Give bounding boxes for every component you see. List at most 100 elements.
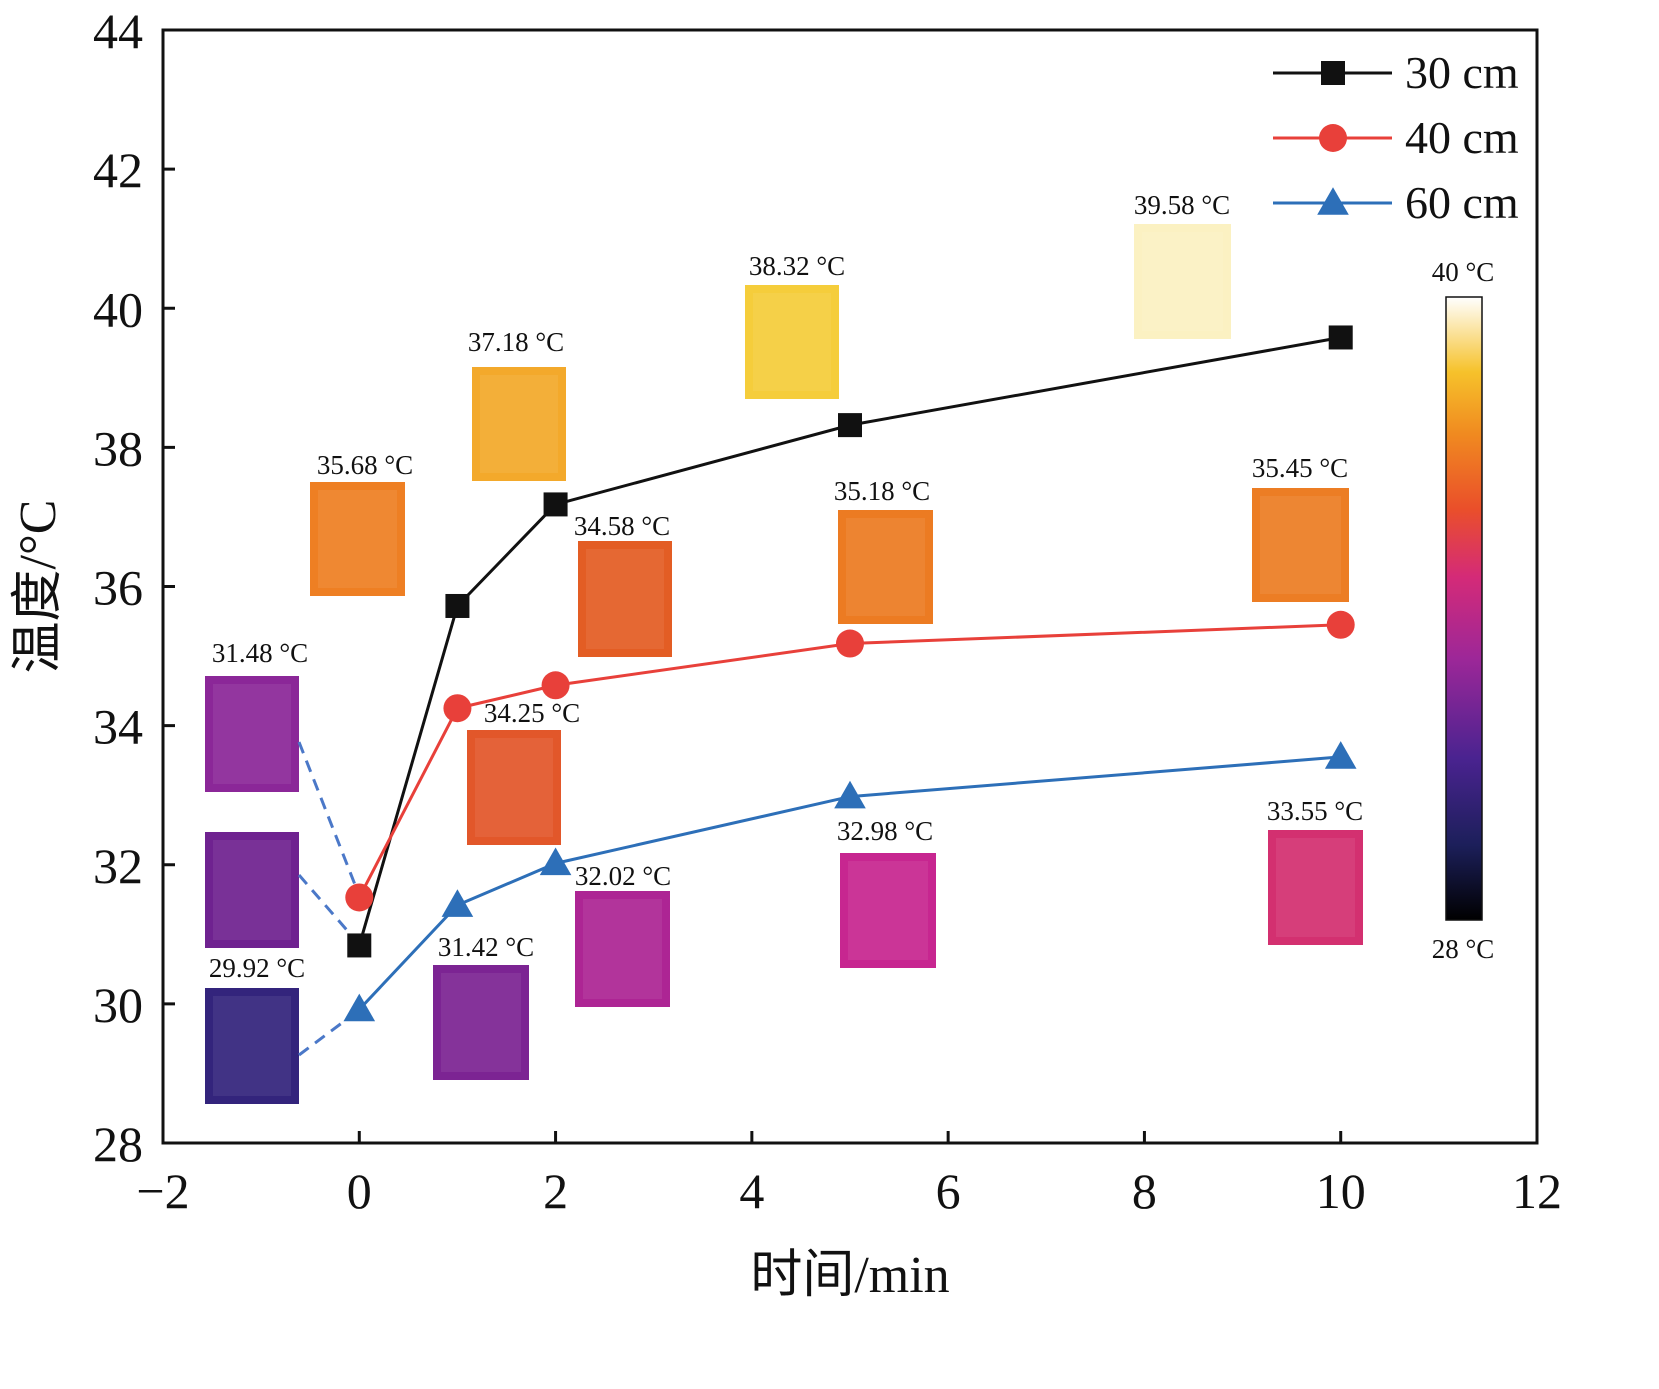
- data-point: [441, 889, 474, 917]
- thermal-image-label: 31.42 °C: [438, 932, 534, 962]
- thermal-image: [205, 988, 299, 1104]
- data-point: [539, 847, 572, 876]
- x-tick-label: −2: [136, 1163, 189, 1219]
- thermal-image-label: 38.32 °C: [749, 251, 845, 281]
- data-point: [443, 694, 472, 723]
- data-point: [838, 413, 862, 438]
- data-point: [1326, 610, 1355, 639]
- thermal-image-highlight: [441, 973, 521, 1072]
- y-tick-label: 30: [93, 977, 143, 1033]
- y-tick-label: 28: [93, 1116, 143, 1172]
- thermal-image: [205, 676, 299, 792]
- x-tick-label: 6: [936, 1163, 961, 1219]
- thermal-image-highlight: [1142, 232, 1223, 331]
- data-point: [1317, 187, 1349, 215]
- thermal-image: [310, 482, 405, 596]
- legend-label: 30 cm: [1405, 47, 1519, 98]
- thermal-image-highlight: [1260, 496, 1341, 594]
- legend: 30 cm 40 cm 60 cm: [1273, 47, 1519, 228]
- thermal-image: [1268, 830, 1363, 945]
- dashed-connector: [297, 741, 357, 886]
- thermal-image-label: 39.58 °C: [1134, 190, 1230, 220]
- data-point: [445, 593, 470, 618]
- thermal-image-label: 35.68 °C: [317, 450, 413, 480]
- thermal-image-label: 34.25 °C: [484, 698, 580, 728]
- thermal-image-label: 34.58 °C: [574, 511, 670, 541]
- thermal-image-highlight: [213, 996, 291, 1096]
- thermal-image-label: 35.45 °C: [1252, 453, 1348, 483]
- x-tick-label: 12: [1512, 1163, 1562, 1219]
- data-series: [343, 325, 1357, 1022]
- data-point: [347, 933, 372, 958]
- thermal-image: [433, 965, 529, 1080]
- thermal-image: [575, 891, 670, 1007]
- y-tick-label: 44: [93, 3, 143, 59]
- thermal-image-label: 31.48 °C: [212, 638, 308, 668]
- thermal-image-highlight: [753, 293, 831, 391]
- thermal-image: [472, 367, 566, 481]
- thermal-image-label: 35.18 °C: [834, 476, 930, 506]
- data-point: [543, 492, 568, 517]
- x-axis-title: 时间/min: [750, 1247, 949, 1304]
- y-tick-label: 38: [93, 420, 143, 476]
- data-point: [541, 671, 570, 700]
- thermal-image: [840, 853, 936, 968]
- thermal-image-highlight: [475, 738, 553, 837]
- y-tick-label: 32: [93, 838, 143, 894]
- thermal-image-label: 32.98 °C: [837, 816, 933, 846]
- colorbar-max-label: 40 °C: [1432, 257, 1495, 287]
- thermal-image-label: 32.02 °C: [575, 861, 671, 891]
- y-tick-label: 36: [93, 560, 143, 616]
- thermal-image: [578, 541, 672, 657]
- x-tick-label: 2: [543, 1163, 568, 1219]
- x-tick-label: 10: [1316, 1163, 1366, 1219]
- thermal-image: [1252, 488, 1349, 602]
- thermal-image-highlight: [848, 861, 928, 960]
- thermal-image-highlight: [583, 899, 662, 999]
- thermal-image-highlight: [213, 684, 291, 784]
- axis-ticks: −2 0 2 4 6 8 10 12 28 30 32 34 36 38 40 42 44: [93, 3, 1562, 1219]
- thermal-image: [205, 832, 299, 948]
- dashed-connector: [298, 1016, 351, 1057]
- data-point: [1319, 124, 1347, 152]
- colorbar-min-label: 28 °C: [1432, 934, 1495, 964]
- dashed-connectors: [297, 741, 357, 1057]
- thermal-image: [1134, 224, 1231, 339]
- thermal-image: [838, 510, 933, 624]
- thermal-image-highlight: [586, 549, 664, 649]
- y-axis-title: 温度/°C: [10, 500, 67, 674]
- y-tick-label: 42: [93, 142, 143, 198]
- x-tick-label: 4: [739, 1163, 764, 1219]
- data-point: [834, 780, 866, 809]
- thermal-image-highlight: [846, 518, 925, 616]
- data-point: [1324, 741, 1357, 769]
- thermal-image-highlight: [213, 840, 291, 940]
- data-point: [1328, 325, 1353, 350]
- data-point: [345, 883, 374, 912]
- thermal-image-label: 33.55 °C: [1267, 796, 1363, 826]
- x-tick-label: 8: [1132, 1163, 1157, 1219]
- series-30-cm: [347, 325, 1353, 958]
- thermal-image-highlight: [480, 375, 558, 473]
- thermal-images: 31.48 °C 29.92 °C 35.68 °C 37.18 °C 38.32 °C…: [205, 190, 1363, 1104]
- colorbar: 40 °C 28 °C: [1432, 257, 1495, 964]
- legend-label: 60 cm: [1405, 177, 1519, 228]
- x-tick-label: 0: [347, 1163, 372, 1219]
- thermal-image-highlight: [1276, 838, 1355, 937]
- thermal-image: [467, 730, 561, 845]
- data-point: [836, 629, 864, 658]
- data-point: [1321, 61, 1345, 85]
- thermal-image-label: 29.92 °C: [209, 953, 305, 983]
- thermal-image-highlight: [318, 490, 397, 588]
- legend-label: 40 cm: [1405, 112, 1519, 163]
- thermal-image-label: 37.18 °C: [468, 327, 564, 357]
- dashed-connector: [297, 874, 355, 939]
- y-tick-label: 34: [93, 699, 143, 755]
- thermal-image: [745, 285, 839, 399]
- colorbar-gradient: [1445, 296, 1483, 921]
- data-point: [343, 993, 376, 1022]
- series-60-cm: [343, 741, 1357, 1022]
- series-40-cm: [345, 610, 1355, 912]
- y-tick-label: 40: [93, 281, 143, 337]
